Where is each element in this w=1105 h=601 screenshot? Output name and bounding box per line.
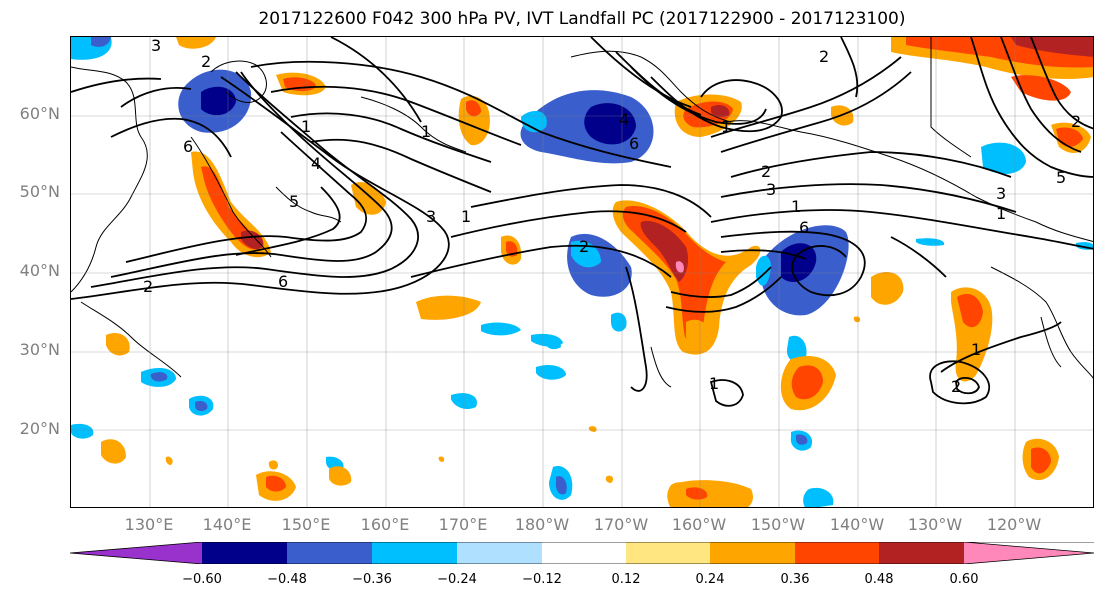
colorbar-bin (626, 542, 710, 564)
contour-label: 6 (183, 137, 193, 156)
colorbar-bin (710, 542, 795, 564)
colorbar-tick: 0.36 (780, 572, 810, 587)
colorbar-tick: 0.24 (695, 572, 725, 587)
lat-label-30n: 30°N (19, 340, 60, 359)
lon-label-140e: 140°E (202, 515, 252, 534)
colorbar-tick: −0.12 (522, 572, 562, 587)
contour-labels: 3 2 1 6 5 4 3 6 2 1 4 6 2 1 2 3 1 6 2 5 … (143, 37, 1081, 396)
contour-label: 1 (461, 207, 471, 226)
contour-label: 6 (629, 134, 639, 153)
lat-label-20n: 20°N (19, 419, 60, 438)
lon-label-180w: 180°W (514, 515, 570, 534)
contour-label: 2 (951, 377, 961, 396)
contour-label: 5 (289, 192, 299, 211)
contour-label: 1 (791, 197, 801, 216)
contour-label: 2 (579, 237, 589, 256)
contour-label: 3 (996, 184, 1006, 203)
contour-label: 1 (301, 117, 311, 136)
colorbar-tick: −0.24 (437, 572, 477, 587)
lon-label-160w: 160°W (671, 515, 727, 534)
lon-label-130w: 130°W (907, 515, 963, 534)
contour-label: 3 (426, 207, 436, 226)
map-svg: 3 2 1 6 5 4 3 6 2 1 4 6 2 1 2 3 1 6 2 5 … (71, 37, 1093, 507)
colorbar-extend-max (964, 542, 1094, 564)
contour-label: 1 (971, 340, 981, 359)
colorbar (70, 542, 1094, 564)
colorbar-tick: 0.12 (611, 572, 641, 587)
colorbar-tick: 0.60 (949, 572, 979, 587)
colorbar-bin (372, 542, 457, 564)
contour-label: 6 (799, 218, 809, 237)
contour-label: 3 (766, 180, 776, 199)
ivt-contours (71, 37, 1093, 407)
contour-label: 3 (151, 37, 161, 55)
colorbar-bin (879, 542, 964, 564)
contour-label: 1 (421, 122, 431, 141)
map-panel[interactable]: 3 2 1 6 5 4 3 6 2 1 4 6 2 1 2 3 1 6 2 5 … (70, 36, 1094, 508)
contour-label: 2 (1071, 112, 1081, 131)
lon-label-160e: 160°E (360, 515, 410, 534)
contour-label: 1 (709, 374, 719, 393)
contour-label: 2 (143, 277, 153, 296)
lat-label-50n: 50°N (19, 182, 60, 201)
contour-label: 4 (619, 110, 629, 129)
lon-label-170w: 170°W (593, 515, 649, 534)
colorbar-bin (795, 542, 879, 564)
lon-label-130e: 130°E (124, 515, 174, 534)
lon-label-120w: 120°W (986, 515, 1042, 534)
lat-label-40n: 40°N (19, 261, 60, 280)
colorbar-extend-min (70, 542, 202, 564)
graticule (71, 37, 1093, 507)
contour-label: 2 (201, 52, 211, 71)
colorbar-bin (542, 542, 626, 564)
contour-label: 1 (721, 117, 731, 136)
colorbar-tick: −0.48 (267, 572, 307, 587)
colorbar-bin (287, 542, 372, 564)
coastlines (71, 37, 1093, 388)
contour-label: 5 (1056, 168, 1066, 187)
lon-label-150w: 150°W (750, 515, 806, 534)
contour-label: 1 (996, 204, 1006, 223)
colorbar-bin (202, 542, 287, 564)
lon-label-140w: 140°W (829, 515, 885, 534)
contour-label: 2 (819, 47, 829, 66)
colorbar-tick: −0.60 (182, 572, 222, 587)
contour-label: 4 (311, 154, 321, 173)
lat-label-60n: 60°N (19, 104, 60, 123)
map-title: 2017122600 F042 300 hPa PV, IVT Landfall… (258, 9, 906, 29)
lon-label-150e: 150°E (281, 515, 331, 534)
contour-label: 2 (761, 162, 771, 181)
colorbar-tick: 0.48 (864, 572, 894, 587)
contour-label: 6 (278, 272, 288, 291)
colorbar-bin (457, 542, 542, 564)
lon-label-170e: 170°E (438, 515, 488, 534)
colorbar-tick: −0.36 (352, 572, 392, 587)
